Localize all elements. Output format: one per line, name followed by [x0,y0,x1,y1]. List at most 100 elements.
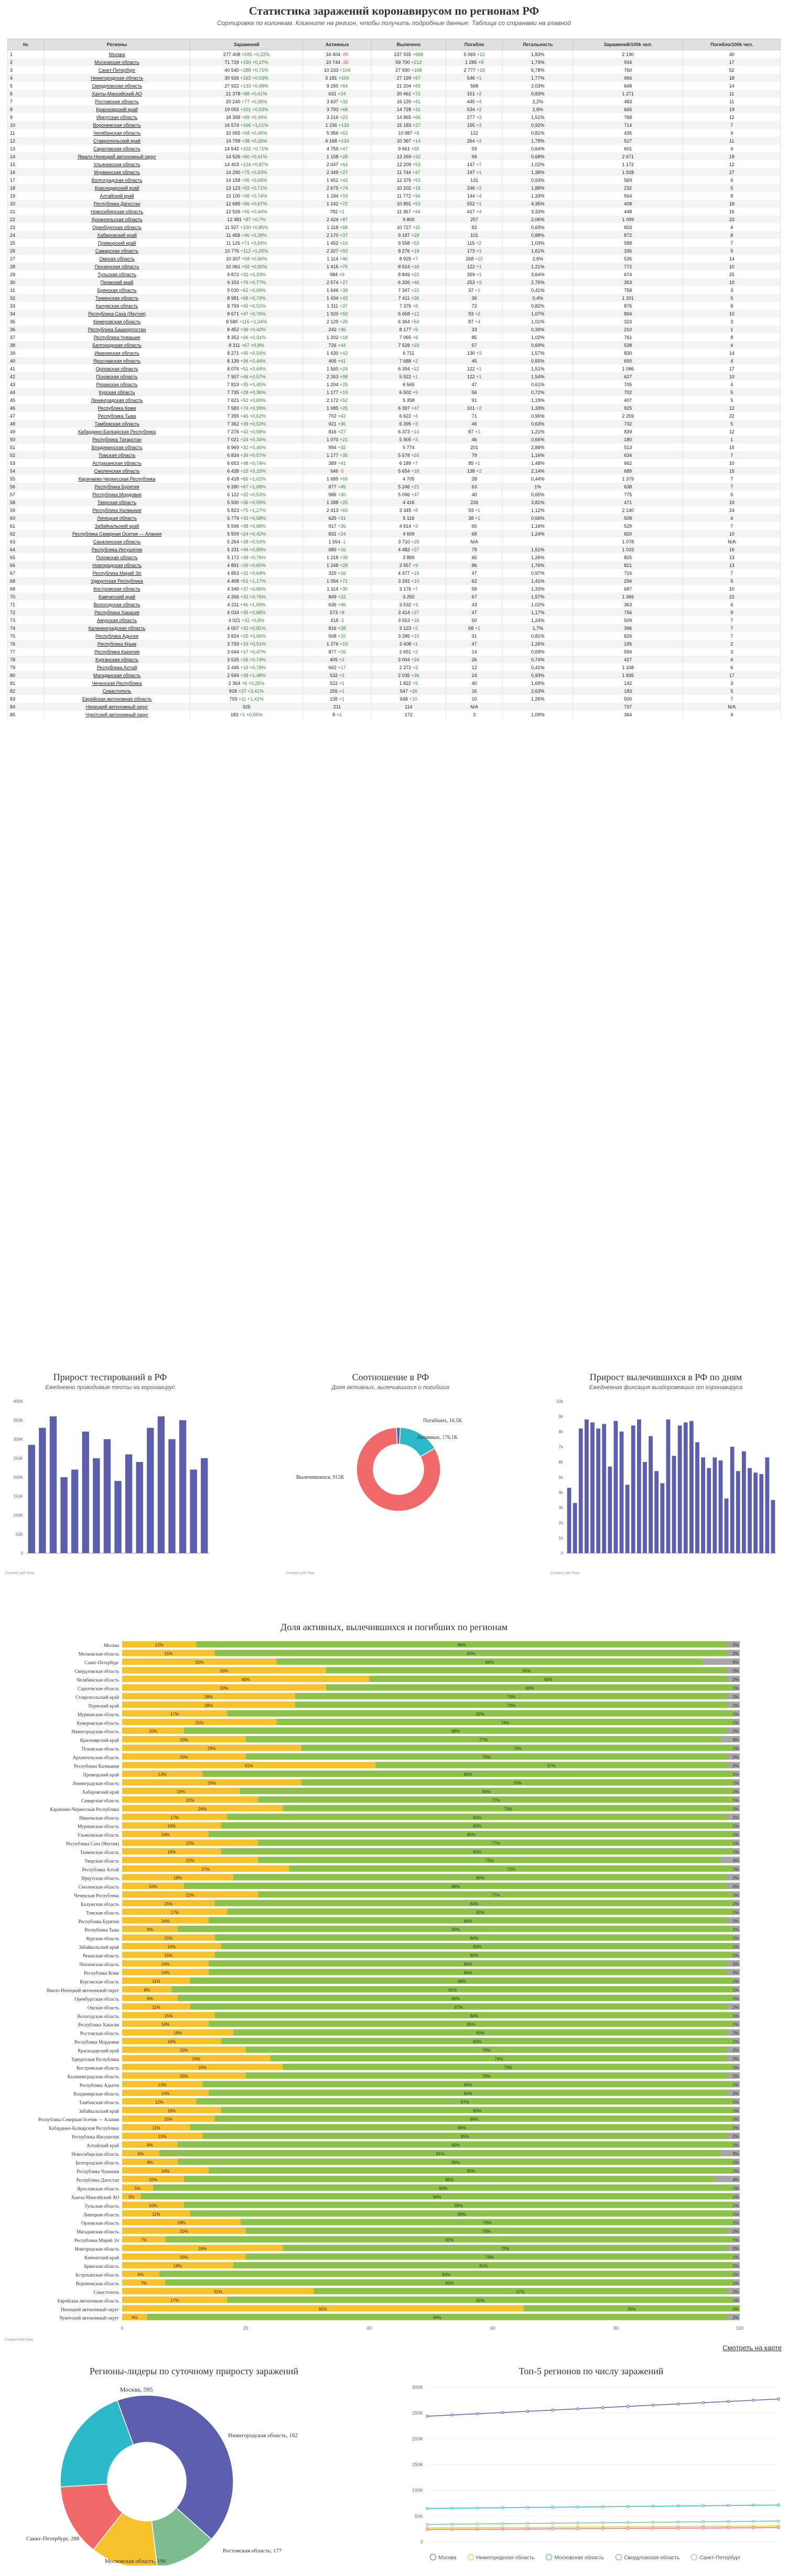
region-name-cell[interactable]: Пензенская область [44,263,190,270]
column-header-dead[interactable]: Погибло [445,39,503,50]
view-on-map-link[interactable]: Смотреть на карте [722,2344,782,2352]
table-row[interactable]: 34 Республика Саха (Якутия) 8 671 +47 +0,7… [7,310,781,318]
table-row[interactable]: 73 Амурская область 4 021 +32 +0,8% 418 -3 3… [7,616,781,624]
region-name-cell[interactable]: Свердловская область [44,82,190,90]
region-name-cell[interactable]: Тамбовская область [44,420,190,428]
table-row[interactable]: 9 Иркутская область 18 358 +89 +0,49% 3 216… [7,113,781,121]
region-name-cell[interactable]: Республика Карелия [44,648,190,656]
region-name-cell[interactable]: Республика Марий Эл [44,569,190,577]
region-name-cell[interactable]: Пермский край [44,278,190,286]
table-row[interactable]: 39 Ивановская область 8 271 +45 +0,54% 1 43… [7,349,781,357]
region-name-cell[interactable]: Псковская область [44,553,190,561]
region-name-cell[interactable]: Новосибирская область [44,208,190,215]
region-name-cell[interactable]: Челябинская область [44,129,190,137]
region-name-cell[interactable]: Московская область [44,58,190,66]
region-name-cell[interactable]: Москва [44,50,190,58]
table-row[interactable]: 59 Республика Калмыкия 5 823 +75 +1,27% 2 4… [7,506,781,514]
region-name-cell[interactable]: Тверская область [44,498,190,506]
region-name-cell[interactable]: Смоленская область [44,467,190,475]
table-row[interactable]: 7 Ростовская область 20 240 +77 +0,38% 3 63… [7,97,781,105]
region-name-cell[interactable]: Нижегородская область [44,74,190,82]
table-row[interactable]: 33 Калужская область 8 759 +45 +0,52% 1 311… [7,302,781,310]
region-name-cell[interactable]: Республика Калмыкия [44,506,190,514]
region-name-cell[interactable]: Оренбургская область [44,223,190,231]
region-name-cell[interactable]: Республика Мордовия [44,490,190,498]
region-name-cell[interactable]: Ульяновская область [44,160,190,168]
region-name-cell[interactable]: Курганская область [44,656,190,663]
table-row[interactable]: 77 Республика Карелия 3 644 +17 +0,47% 877 … [7,648,781,656]
table-row[interactable]: 6 Ханты-Мансийский АО 21 378 +88 +0,41% 631… [7,90,781,97]
region-name-cell[interactable]: Республика Коми [44,404,190,412]
region-name-cell[interactable]: Кемеровская область [44,318,190,325]
region-name-cell[interactable]: Ставропольский край [44,137,190,145]
table-row[interactable]: 29 Тульская область 9 872 +32 +0,33% 984 +9… [7,270,781,278]
region-name-cell[interactable]: Ханты-Мансийский АО [44,90,190,97]
region-name-cell[interactable]: Удмуртская Республика [44,577,190,585]
region-name-cell[interactable]: Ярославская область [44,357,190,365]
table-row[interactable]: 44 Курская область 7 735 +28 +0,36% 1 177 +… [7,388,781,396]
table-row[interactable]: 21 Новосибирская область 12 526 +55 +0,44%… [7,208,781,215]
table-row[interactable]: 76 Республика Крым 3 739 +19 +0,51% 1 276 +… [7,640,781,648]
region-name-cell[interactable]: Калужская область [44,302,190,310]
table-row[interactable]: 10 Воронежская область 16 574 +166 +1,01% 1… [7,121,781,129]
region-name-cell[interactable]: Приморский край [44,239,190,247]
region-name-cell[interactable]: Ненецкий автономный округ [44,703,190,711]
table-row[interactable]: 40 Ярославская область 8 139 +36 +0,44% 405… [7,357,781,365]
region-name-cell[interactable]: Кабардино-Балкарская Республика [44,428,190,435]
table-row[interactable]: 74 Калининградская область 4 007 +32 +0,81… [7,624,781,632]
column-header-active[interactable]: Активных [303,39,372,50]
table-row[interactable]: 11 Челябинская область 15 065 +68 +0,46% 5 … [7,129,781,137]
table-row[interactable]: 42 Псковская область 7 907 +46 +0,57% 2 263… [7,373,781,380]
region-name-cell[interactable]: Владимирская область [44,443,190,451]
table-row[interactable]: 24 Хабаровский край 11 458 +46 +0,39% 2 170… [7,231,781,239]
region-name-cell[interactable]: Волгоградская область [44,176,190,184]
region-name-cell[interactable]: Карачаево-Черкесская Республика [44,475,190,483]
table-row[interactable]: 12 Ставропольский край 14 799 +38 +0,26% 4 … [7,137,781,145]
table-row[interactable]: 66 Новгородская область 4 891 +29 +0,60% 1 … [7,561,781,569]
table-row[interactable]: 5 Свердловская область 27 922 +133 +0,48% 9… [7,82,781,90]
table-row[interactable]: 54 Смоленская область 6 438 +15 +0,23% 646 … [7,467,781,475]
region-name-cell[interactable]: Республика Северная Осетия — Алания [44,530,190,538]
table-row[interactable]: 47 Республика Тыва 7 395 +46 +0,62% 702 +42… [7,412,781,420]
region-name-cell[interactable]: Тульская область [44,270,190,278]
region-name-cell[interactable]: Белгородская область [44,341,190,349]
region-name-cell[interactable]: Севастополь [44,687,190,695]
table-row[interactable]: 43 Рязанская область 7 819 +35 +0,45% 1 204… [7,380,781,388]
table-row[interactable]: 4 Нижегородская область 30 926 +162 +0,53%… [7,74,781,82]
column-header-infected-per-100k[interactable]: Заражений/100k чел. [573,39,684,50]
table-row[interactable]: 19 Алтайский край 13 100 +96 +0,74% 1 184 +… [7,192,781,200]
table-row[interactable]: 31 Брянская область 9 030 +62 +0,69% 1 646 … [7,286,781,294]
region-name-cell[interactable]: Санкт-Петербург [44,66,190,74]
region-name-cell[interactable]: Саратовская область [44,145,190,152]
table-row[interactable]: 30 Пермский край 9 153 +76 +0,77% 2 574 +27… [7,278,781,286]
table-row[interactable]: 83 Еврейская автономная область 793 +11 +1… [7,695,781,703]
region-name-cell[interactable]: Архангельская область [44,215,190,223]
region-name-cell[interactable]: Красноярский край [44,105,190,113]
table-row[interactable]: 79 Республика Алтай 2 446 +19 +0,78% 662 +1… [7,663,781,671]
region-name-cell[interactable]: Республика Татарстан [44,435,190,443]
region-name-cell[interactable]: Ленинградская область [44,396,190,404]
region-name-cell[interactable]: Камчатский край [44,593,190,601]
table-row[interactable]: 27 Омская область 10 307 +68 +0,66% 1 114 +… [7,255,781,263]
table-row[interactable]: 67 Республика Марий Эл 4 853 +31 +0,64% 329… [7,569,781,577]
table-row[interactable]: 25 Приморский край 11 126 +71 +0,64% 1 452 … [7,239,781,247]
region-name-cell[interactable]: Республика Алтай [44,663,190,671]
column-header-mortality[interactable]: Летальность [502,39,574,50]
region-name-cell[interactable]: Еврейская автономная область [44,695,190,703]
region-name-cell[interactable]: Псковская область [44,373,190,380]
region-name-cell[interactable]: Ямало-Ненецкий автономный округ [44,152,190,160]
table-row[interactable]: 57 Республика Мордовия 6 122 +32 +0,53% 986… [7,490,781,498]
region-name-cell[interactable]: Республика Адыгея [44,632,190,640]
table-row[interactable]: 62 Республика Северная Осетия — Алания 5 5… [7,530,781,538]
region-name-cell[interactable]: Вологодская область [44,601,190,608]
table-row[interactable]: 26 Самарская область 10 776 +112 +1,05% 2 3… [7,247,781,255]
region-name-cell[interactable]: Воронежская область [44,121,190,129]
table-row[interactable]: 75 Республика Адыгея 3 824 +25 +0,66% 508 +… [7,632,781,640]
region-name-cell[interactable]: Республика Дагестан [44,200,190,208]
region-name-cell[interactable]: Амурская область [44,616,190,624]
table-row[interactable]: 71 Вологодская область 4 211 +46 +1,09% 636… [7,601,781,608]
table-row[interactable]: 8 Красноярский край 19 055 +101 +0,53% 3 79… [7,105,781,113]
region-name-cell[interactable]: Алтайский край [44,192,190,200]
region-name-cell[interactable]: Рязанская область [44,380,190,388]
table-row[interactable]: 84 Ненецкий автономный округ 325 211 114 N/A 7… [7,703,781,711]
